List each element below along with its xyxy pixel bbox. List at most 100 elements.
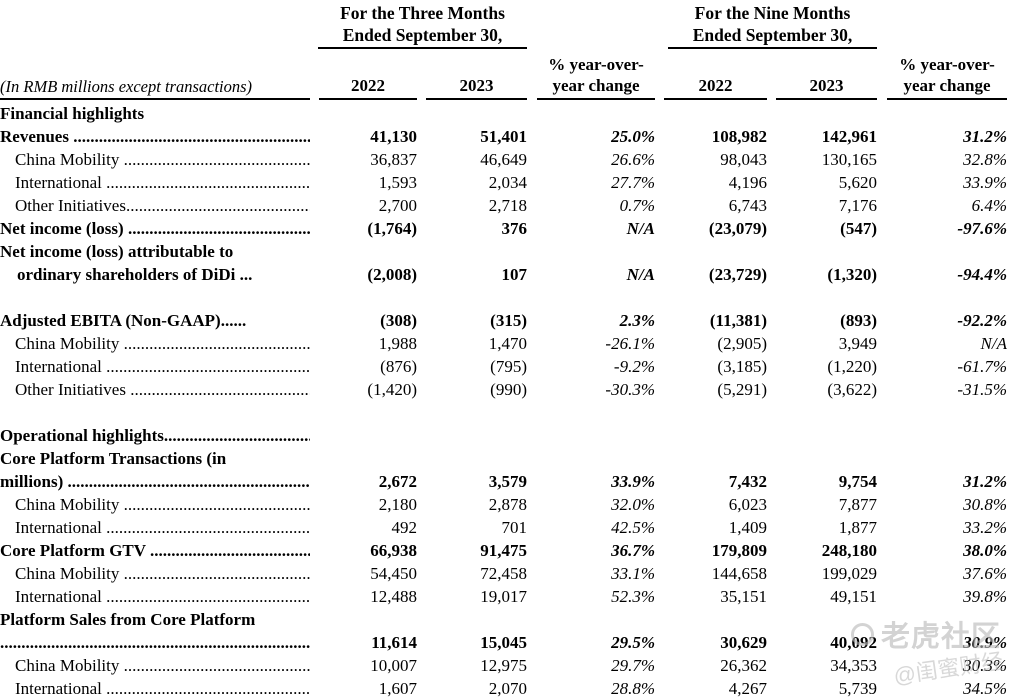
value-3m-2022: 41,130 xyxy=(370,127,417,146)
value-3m-yoy-change: 32.0% xyxy=(611,495,655,514)
pct-header-line1: % year-over- xyxy=(899,55,995,74)
value-9m-2023: 3,949 xyxy=(838,334,877,353)
value-9m-2022: 30,629 xyxy=(720,633,767,652)
table-row: Platform Sales from Core Platform.......… xyxy=(0,608,1009,654)
value-3m-yoy-change: 27.7% xyxy=(611,173,655,192)
row-label: Financial highlights xyxy=(0,104,145,123)
units-note: (In RMB millions except transactions) xyxy=(0,76,310,100)
table-row: Adjusted EBITA (Non-GAAP)...... (308) (3… xyxy=(0,309,1009,332)
value-3m-2022: 1,593 xyxy=(378,173,417,192)
group-header-line2: Ended September 30, xyxy=(342,24,503,45)
header-spacer xyxy=(0,3,318,49)
value-9m-2022: 6,743 xyxy=(728,196,767,215)
row-label: Net income (loss) attributable to ordinar… xyxy=(0,242,253,284)
group-header-line2: Ended September 30, xyxy=(692,24,853,45)
col-header-3m-2023: 2023 xyxy=(417,75,527,100)
value-3m-2023: 701 xyxy=(501,518,528,537)
value-9m-2022: 4,196 xyxy=(728,173,767,192)
value-3m-2023: 3,579 xyxy=(488,472,527,491)
value-3m-2022: (308) xyxy=(380,311,417,330)
value-9m-yoy-change: 38.0% xyxy=(963,541,1007,560)
value-3m-yoy-change: 0.7% xyxy=(619,196,655,215)
table-row: Other Initiatives ......................… xyxy=(0,378,1009,401)
group-header-line1: For the Three Months xyxy=(340,3,505,23)
value-3m-2023: 51,401 xyxy=(480,127,527,146)
value-3m-2023: (315) xyxy=(490,311,527,330)
row-label: Platform Sales from Core Platform.......… xyxy=(0,610,310,652)
col-header-3m-yoy-change: % year-over- year change xyxy=(527,54,655,100)
value-9m-2022: (5,291) xyxy=(717,380,767,399)
value-9m-2023: (893) xyxy=(840,311,877,330)
value-9m-2023: 248,180 xyxy=(821,541,877,560)
value-3m-yoy-change: 36.7% xyxy=(611,541,655,560)
value-3m-2023: 376 xyxy=(501,219,528,238)
value-3m-yoy-change: 2.3% xyxy=(619,311,655,330)
value-3m-yoy-change: -30.3% xyxy=(605,380,655,399)
table-row: International ..........................… xyxy=(0,171,1009,194)
row-label: Core Platform Transactions (in millions) … xyxy=(0,449,310,491)
value-9m-2023: 7,877 xyxy=(838,495,877,514)
value-9m-yoy-change: -92.2% xyxy=(957,311,1007,330)
value-9m-2023: 40,092 xyxy=(830,633,877,652)
row-label: Net income (loss) ......................… xyxy=(0,219,310,238)
header-spacer xyxy=(527,3,668,49)
value-9m-yoy-change: 30.3% xyxy=(963,656,1007,675)
value-9m-yoy-change: 33.2% xyxy=(963,518,1007,537)
value-3m-yoy-change: N/A xyxy=(626,219,655,238)
value-3m-2022: 10,007 xyxy=(370,656,417,675)
col-header-9m-2022: 2022 xyxy=(655,75,767,100)
value-9m-yoy-change: 31.2% xyxy=(963,127,1007,146)
value-3m-2022: 54,450 xyxy=(370,564,417,583)
value-3m-2022: 12,488 xyxy=(370,587,417,606)
row-label: China Mobility .........................… xyxy=(15,564,310,583)
value-3m-2022: (2,008) xyxy=(367,265,417,284)
row-label: Revenues ...............................… xyxy=(0,127,310,146)
period-group-row: For the Three Months Ended September 30,… xyxy=(0,3,1009,49)
value-9m-2022: (2,905) xyxy=(717,334,767,353)
row-label: China Mobility .........................… xyxy=(15,150,310,169)
value-9m-yoy-change: 6.4% xyxy=(971,196,1007,215)
value-9m-yoy-change: 32.8% xyxy=(963,150,1007,169)
value-9m-2023: (3,622) xyxy=(827,380,877,399)
value-3m-2023: (795) xyxy=(490,357,527,376)
value-3m-2022: 2,672 xyxy=(378,472,417,491)
value-3m-yoy-change: 42.5% xyxy=(611,518,655,537)
table-row: China Mobility .........................… xyxy=(0,332,1009,355)
value-3m-yoy-change: -9.2% xyxy=(613,357,655,376)
value-3m-2023: 12,975 xyxy=(480,656,527,675)
row-label: International ..........................… xyxy=(15,679,310,698)
value-9m-2023: 9,754 xyxy=(838,472,877,491)
value-3m-2023: 107 xyxy=(501,265,528,284)
value-3m-yoy-change: 28.8% xyxy=(611,679,655,698)
value-9m-yoy-change: N/A xyxy=(980,334,1007,353)
value-9m-yoy-change: 33.9% xyxy=(963,173,1007,192)
value-3m-2023: 1,470 xyxy=(488,334,527,353)
table-row: Net income (loss) ......................… xyxy=(0,217,1009,240)
value-3m-2022: 1,988 xyxy=(378,334,417,353)
value-3m-yoy-change: N/A xyxy=(626,265,655,284)
value-3m-2023: 72,458 xyxy=(480,564,527,583)
value-3m-2023: (990) xyxy=(490,380,527,399)
value-3m-yoy-change: 33.9% xyxy=(611,472,655,491)
value-9m-2023: 7,176 xyxy=(838,196,877,215)
col-header-9m-yoy-change: % year-over- year change xyxy=(877,54,1007,100)
table-row: Revenues ...............................… xyxy=(0,125,1009,148)
value-9m-yoy-change: -97.6% xyxy=(957,219,1007,238)
value-9m-2022: 7,432 xyxy=(728,472,767,491)
value-3m-2022: 1,607 xyxy=(378,679,417,698)
group-header-three-months: For the Three Months Ended September 30, xyxy=(318,3,527,49)
value-9m-2023: 5,739 xyxy=(838,679,877,698)
value-3m-yoy-change: 25.0% xyxy=(611,127,655,146)
value-9m-2022: 4,267 xyxy=(728,679,767,698)
value-3m-2022: (1,420) xyxy=(367,380,417,399)
value-3m-2022: 492 xyxy=(391,518,418,537)
value-3m-2023: 2,718 xyxy=(488,196,527,215)
table-row: China Mobility .........................… xyxy=(0,493,1009,516)
value-9m-2022: 144,658 xyxy=(711,564,767,583)
pct-header-line1: % year-over- xyxy=(548,55,644,74)
value-9m-yoy-change: 37.6% xyxy=(963,564,1007,583)
value-9m-2022: (23,079) xyxy=(708,219,767,238)
table-row: Other Initiatives.......................… xyxy=(0,194,1009,217)
value-9m-2023: 130,165 xyxy=(821,150,877,169)
value-3m-2023: 19,017 xyxy=(480,587,527,606)
